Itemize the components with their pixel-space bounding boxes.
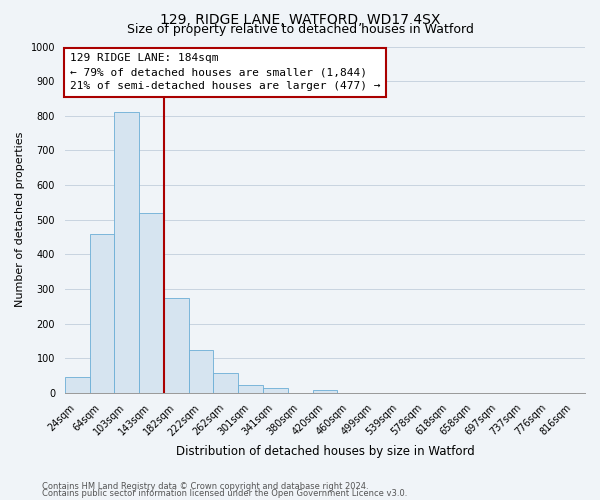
Y-axis label: Number of detached properties: Number of detached properties <box>15 132 25 308</box>
Text: 129 RIDGE LANE: 184sqm
← 79% of detached houses are smaller (1,844)
21% of semi-: 129 RIDGE LANE: 184sqm ← 79% of detached… <box>70 54 380 92</box>
Bar <box>164 298 188 393</box>
Text: Contains HM Land Registry data © Crown copyright and database right 2024.: Contains HM Land Registry data © Crown c… <box>42 482 368 491</box>
Bar <box>313 390 337 393</box>
Bar <box>115 112 139 393</box>
Text: 129, RIDGE LANE, WATFORD, WD17 4SX: 129, RIDGE LANE, WATFORD, WD17 4SX <box>160 12 440 26</box>
Bar <box>65 376 89 393</box>
Text: Contains public sector information licensed under the Open Government Licence v3: Contains public sector information licen… <box>42 490 407 498</box>
Text: Size of property relative to detached houses in Watford: Size of property relative to detached ho… <box>127 22 473 36</box>
Bar <box>188 350 214 393</box>
Bar <box>263 388 288 393</box>
Bar <box>214 372 238 393</box>
Bar <box>89 234 115 393</box>
Bar <box>139 212 164 393</box>
X-axis label: Distribution of detached houses by size in Watford: Distribution of detached houses by size … <box>176 444 474 458</box>
Bar <box>238 385 263 393</box>
